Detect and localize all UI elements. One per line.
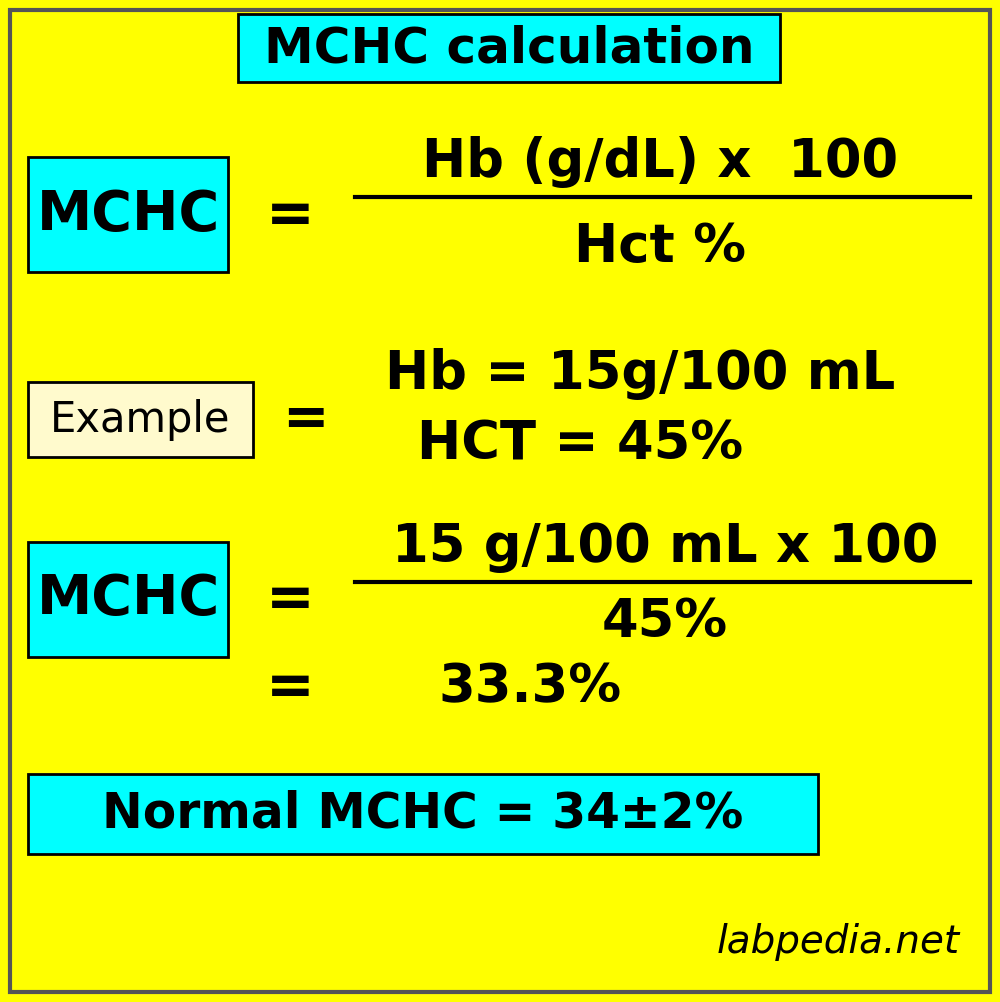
Text: HCT = 45%: HCT = 45%: [417, 418, 743, 470]
Text: =: =: [266, 658, 314, 715]
Text: labpedia.net: labpedia.net: [717, 923, 960, 961]
Bar: [28, 542, 228, 657]
Text: MCHC calculation: MCHC calculation: [264, 24, 754, 72]
Text: Hct %: Hct %: [574, 221, 746, 273]
Text: Normal MCHC = 34±2%: Normal MCHC = 34±2%: [102, 790, 744, 838]
Bar: [238, 14, 780, 82]
Text: MCHC: MCHC: [36, 572, 220, 626]
Bar: [28, 774, 818, 854]
Text: 33.3%: 33.3%: [438, 661, 622, 713]
Text: 45%: 45%: [602, 596, 728, 648]
Text: MCHC: MCHC: [36, 187, 220, 241]
Bar: [28, 382, 253, 457]
Text: Hb (g/dL) x  100: Hb (g/dL) x 100: [422, 136, 898, 188]
Text: =: =: [282, 393, 328, 447]
Text: Example: Example: [50, 399, 231, 441]
Text: 15 g/100 mL x 100: 15 g/100 mL x 100: [392, 521, 938, 573]
Text: =: =: [266, 186, 314, 243]
Text: Hb = 15g/100 mL: Hb = 15g/100 mL: [385, 348, 895, 400]
Text: =: =: [266, 571, 314, 628]
Bar: [28, 157, 228, 272]
